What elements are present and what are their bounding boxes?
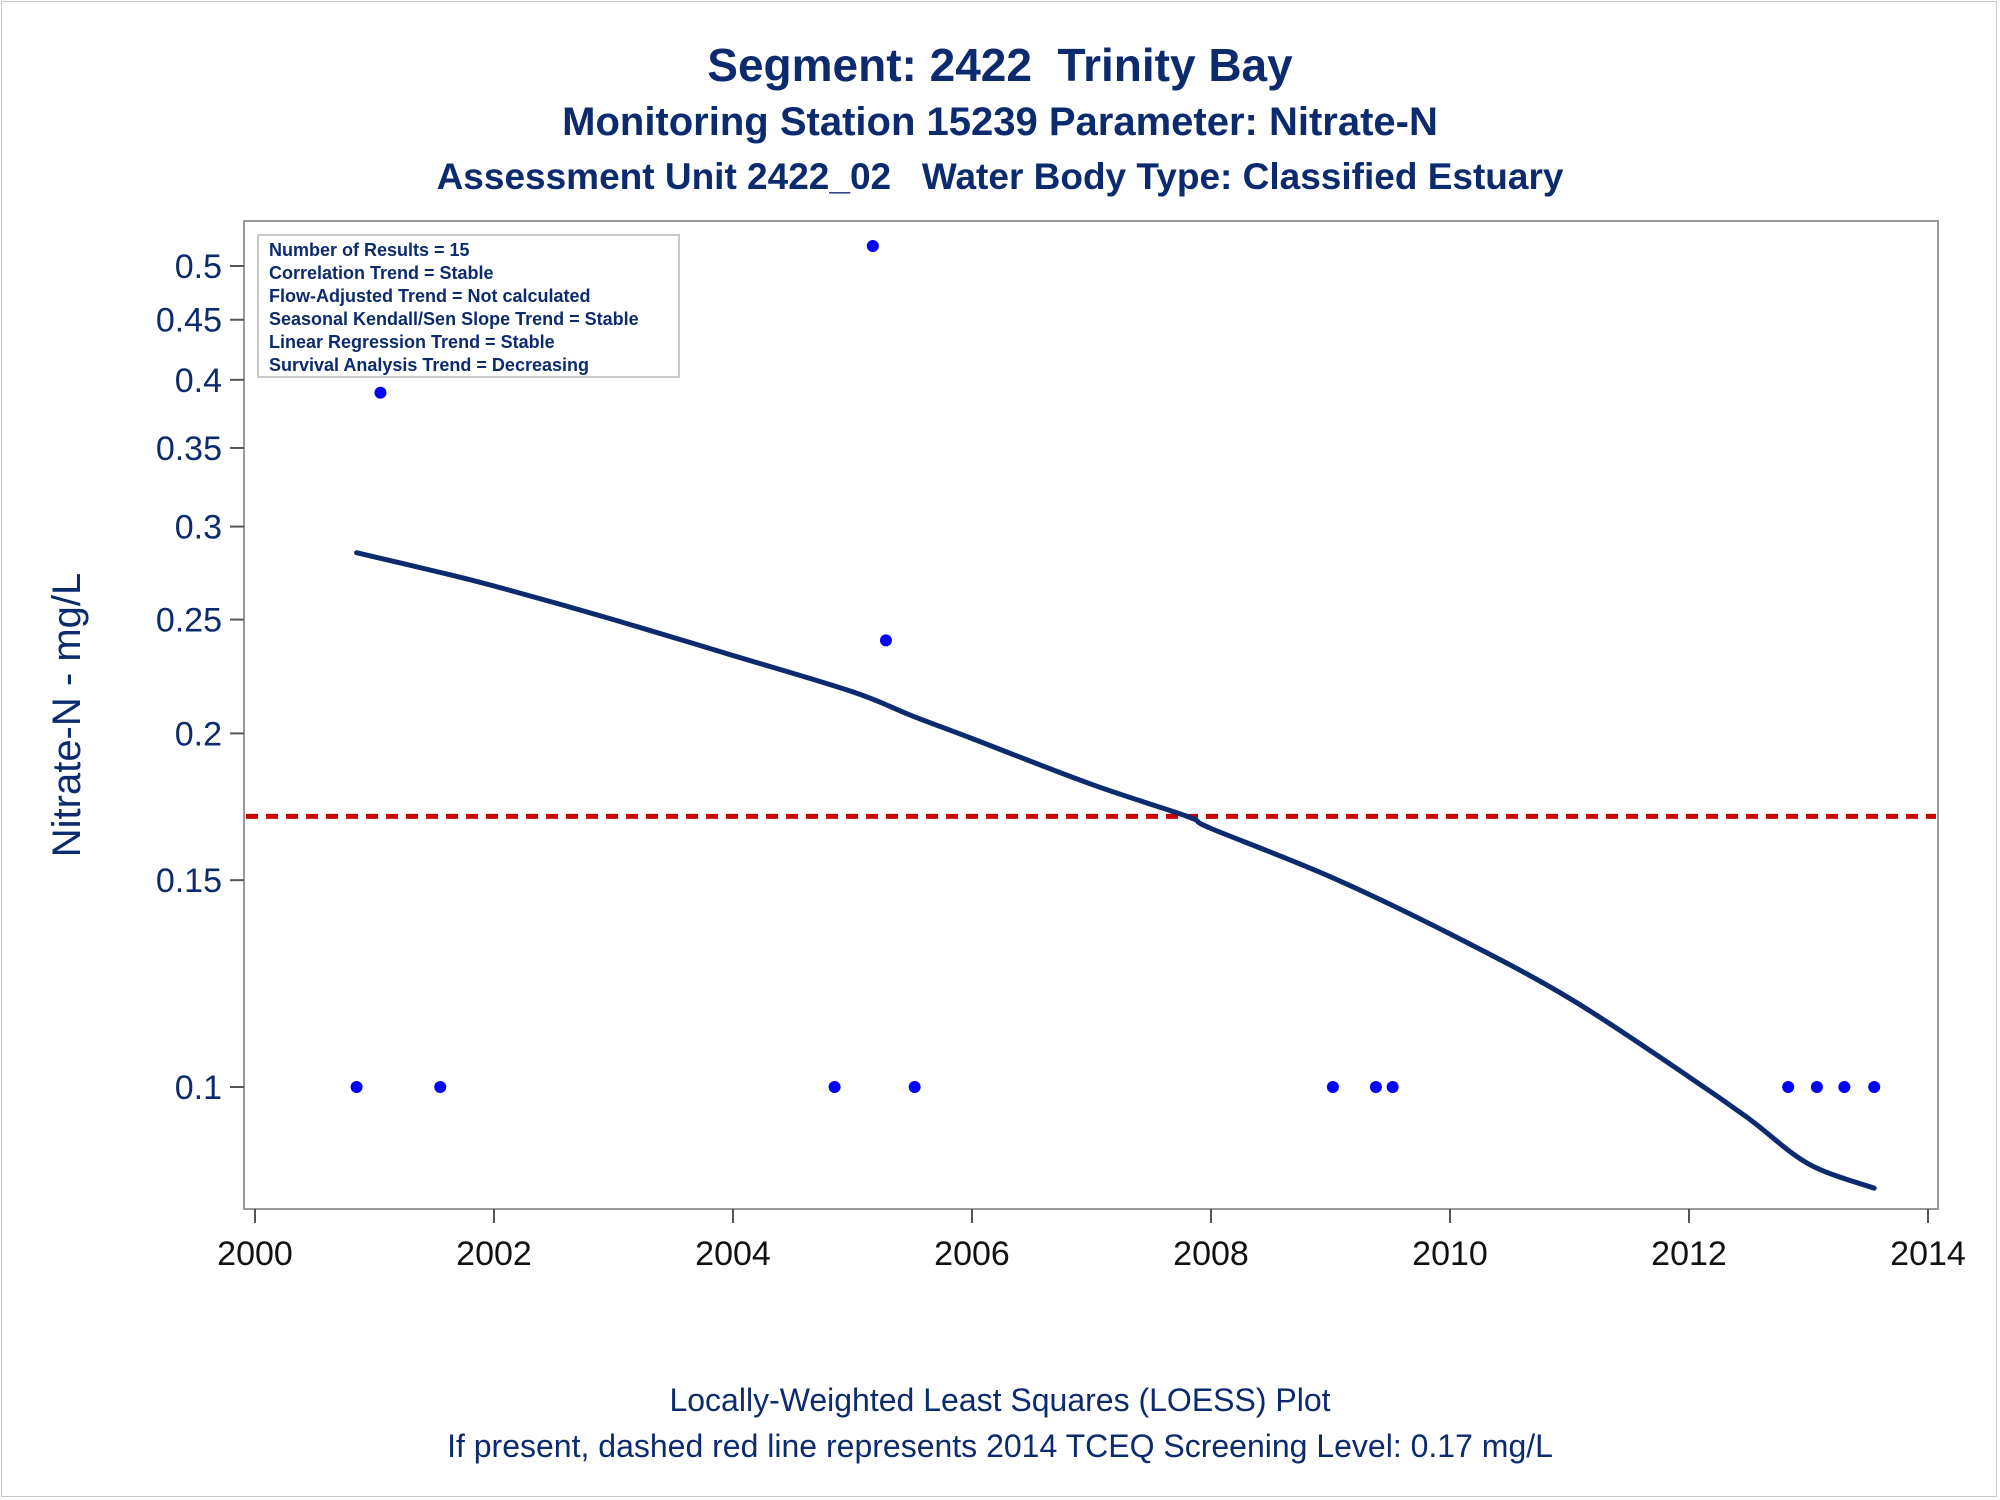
data-point bbox=[434, 1081, 447, 1093]
data-point bbox=[1326, 1081, 1339, 1093]
x-axis: 2000 2002 2004 2006 2008 2010 2012 2014 bbox=[217, 1209, 1966, 1273]
data-point bbox=[828, 1081, 841, 1093]
y-tick-label: 0.1 bbox=[175, 1069, 222, 1107]
footer-note-loess: Locally-Weighted Least Squares (LOESS) P… bbox=[669, 1382, 1331, 1418]
stats-line: Survival Analysis Trend = Decreasing bbox=[269, 355, 589, 375]
y-axis: 0.1 0.15 0.2 0.25 0.3 0.35 0.4 0.45 0.5 bbox=[156, 248, 244, 1107]
y-axis-title: Nitrate-N - mg/L bbox=[45, 573, 89, 858]
y-tick-label: 0.35 bbox=[156, 430, 222, 468]
data-point bbox=[1369, 1081, 1382, 1093]
loess-curve bbox=[354, 550, 1877, 1191]
chart-subtitle: Monitoring Station 15239 Parameter: Nitr… bbox=[562, 100, 1438, 144]
data-point bbox=[1782, 1081, 1795, 1093]
data-points bbox=[350, 239, 1881, 1093]
chart-title: Segment: 2422 Trinity Bay bbox=[707, 39, 1293, 91]
data-point bbox=[1810, 1081, 1823, 1093]
y-tick-label: 0.15 bbox=[156, 862, 222, 900]
footer-note-screening: If present, dashed red line represents 2… bbox=[447, 1428, 1553, 1464]
x-tick-label: 2012 bbox=[1651, 1235, 1727, 1273]
y-tick-label: 0.3 bbox=[175, 509, 222, 547]
stats-box: Number of Results = 15 Correlation Trend … bbox=[257, 234, 680, 378]
data-point bbox=[350, 1081, 363, 1093]
x-tick-label: 2004 bbox=[695, 1235, 771, 1273]
data-point bbox=[1838, 1081, 1851, 1093]
y-tick-label: 0.4 bbox=[175, 362, 222, 400]
data-point bbox=[879, 634, 892, 647]
x-tick-label: 2014 bbox=[1890, 1235, 1966, 1273]
x-tick-label: 2008 bbox=[1173, 1235, 1249, 1273]
stats-line: Flow-Adjusted Trend = Not calculated bbox=[269, 286, 591, 306]
y-tick-label: 0.2 bbox=[175, 715, 222, 753]
data-point bbox=[374, 386, 387, 399]
x-tick-label: 2002 bbox=[456, 1235, 532, 1273]
y-tick-label: 0.5 bbox=[175, 248, 222, 286]
y-tick-label: 0.25 bbox=[156, 602, 222, 640]
data-point bbox=[908, 1081, 921, 1093]
x-tick-label: 2000 bbox=[217, 1235, 293, 1273]
stats-line: Linear Regression Trend = Stable bbox=[269, 332, 555, 352]
data-point bbox=[1386, 1081, 1399, 1093]
chart-subtitle-2: Assessment Unit 2422_02 Water Body Type:… bbox=[436, 156, 1564, 197]
y-tick-label: 0.45 bbox=[156, 302, 222, 340]
stats-line: Correlation Trend = Stable bbox=[269, 263, 494, 283]
data-point bbox=[1868, 1081, 1881, 1093]
stats-box-border bbox=[257, 234, 680, 378]
x-tick-label: 2010 bbox=[1412, 1235, 1488, 1273]
plot-area bbox=[243, 220, 1939, 1210]
stats-line: Number of Results = 15 bbox=[269, 240, 470, 260]
stats-line: Seasonal Kendall/Sen Slope Trend = Stabl… bbox=[269, 309, 639, 329]
x-tick-label: 2006 bbox=[934, 1235, 1010, 1273]
data-point bbox=[866, 239, 879, 252]
